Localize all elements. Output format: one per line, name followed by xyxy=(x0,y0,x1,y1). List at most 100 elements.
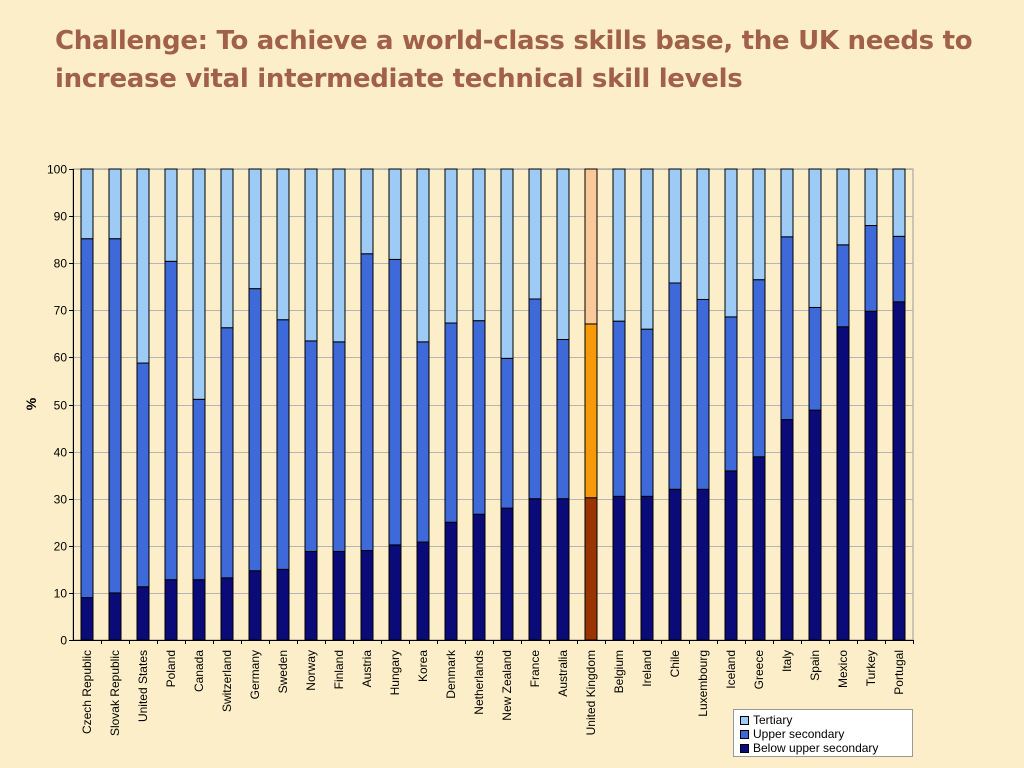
bar-sweden-upper-secondary xyxy=(276,319,290,570)
bar-denmark-tertiary xyxy=(444,168,458,324)
bar-greece-tertiary xyxy=(752,168,766,281)
bar-finland-upper-secondary xyxy=(332,341,346,552)
x-tick-label: United Kingdom xyxy=(584,650,598,735)
bar-luxembourg-tertiary xyxy=(696,168,710,300)
y-tick-label: 30 xyxy=(54,493,68,507)
bar-denmark-upper-secondary xyxy=(444,322,458,523)
bar-poland-below-upper-secondary xyxy=(164,579,178,641)
x-tick-label: United States xyxy=(136,650,150,722)
bar-slovak-republic-tertiary xyxy=(108,168,122,240)
bar-spain-tertiary xyxy=(808,168,822,308)
x-tick-label: Australia xyxy=(556,650,570,697)
x-tick-labels: Czech Republic Slovak Republic United Stat… xyxy=(80,649,906,736)
x-tick-label: Finland xyxy=(332,650,346,689)
bar-chile-tertiary xyxy=(668,168,682,284)
y-tick-label: 10 xyxy=(54,587,68,601)
bar-turkey-below-upper-secondary xyxy=(864,310,878,641)
legend-label-tertiary: Tertiary xyxy=(753,713,793,727)
legend-label-below-upper-secondary: Below upper secondary xyxy=(753,741,879,755)
bar-poland-tertiary xyxy=(164,168,178,262)
slide-title: Challenge: To achieve a world-class skil… xyxy=(55,26,973,94)
bar-norway-tertiary xyxy=(304,168,318,342)
bar-united-kingdom-tertiary xyxy=(584,168,598,325)
x-tick-label: Slovak Republic xyxy=(108,650,122,736)
x-tick-label: Canada xyxy=(192,650,206,692)
bar-denmark-below-upper-secondary xyxy=(444,521,458,641)
x-tick-label: Spain xyxy=(808,650,822,681)
x-tick-label: Netherlands xyxy=(472,650,486,715)
bar-spain-below-upper-secondary xyxy=(808,409,822,641)
x-tick-label: Chile xyxy=(668,650,682,678)
bar-australia-below-upper-secondary xyxy=(556,498,570,641)
bar-mexico-below-upper-secondary xyxy=(836,326,850,641)
bar-iceland-below-upper-secondary xyxy=(724,470,738,641)
bar-united-kingdom-upper-secondary xyxy=(584,323,598,499)
x-tick-label: Hungary xyxy=(388,650,402,695)
y-tick-label: 70 xyxy=(54,304,68,318)
bars xyxy=(80,168,906,641)
y-axis-title: % xyxy=(23,397,39,410)
bar-luxembourg-upper-secondary xyxy=(696,298,710,490)
x-tick-label: Poland xyxy=(164,650,178,687)
bar-austria-tertiary xyxy=(360,168,374,255)
y-tick-labels: 0 10 20 30 40 50 60 70 80 90 100 xyxy=(47,163,67,648)
bar-australia-tertiary xyxy=(556,168,570,341)
x-tick-label: France xyxy=(528,650,542,688)
bar-france-below-upper-secondary xyxy=(528,498,542,641)
bar-korea-upper-secondary xyxy=(416,341,430,543)
bar-portugal-below-upper-secondary xyxy=(892,301,906,641)
bar-new-zealand-upper-secondary xyxy=(500,357,514,509)
bar-ireland-below-upper-secondary xyxy=(640,495,654,641)
bar-italy-tertiary xyxy=(780,168,794,238)
y-tick-label: 20 xyxy=(54,540,68,554)
bar-united-states-upper-secondary xyxy=(136,362,150,588)
bar-slovak-republic-upper-secondary xyxy=(108,238,122,594)
bar-france-upper-secondary xyxy=(528,298,542,500)
x-tick-label: Norway xyxy=(304,650,318,691)
bar-mexico-tertiary xyxy=(836,168,850,246)
bar-switzerland-tertiary xyxy=(220,168,234,329)
x-tick-label: Iceland xyxy=(724,650,738,689)
bar-austria-below-upper-secondary xyxy=(360,550,374,641)
bar-united-states-below-upper-secondary xyxy=(136,586,150,641)
legend-swatch-upper-secondary xyxy=(740,729,749,739)
y-tick-label: 0 xyxy=(60,634,67,648)
bar-canada-tertiary xyxy=(192,168,206,400)
bar-hungary-tertiary xyxy=(388,168,402,260)
x-tick-label: Italy xyxy=(780,650,794,672)
bar-norway-below-upper-secondary xyxy=(304,550,318,641)
legend-swatch-tertiary xyxy=(740,715,749,725)
bar-belgium-upper-secondary xyxy=(612,320,626,497)
bar-united-states-tertiary xyxy=(136,168,150,364)
bar-luxembourg-below-upper-secondary xyxy=(696,488,710,641)
bar-norway-upper-secondary xyxy=(304,340,318,552)
bar-chile-below-upper-secondary xyxy=(668,488,682,641)
bar-greece-below-upper-secondary xyxy=(752,456,766,641)
bar-belgium-tertiary xyxy=(612,168,626,322)
bar-czech-republic-tertiary xyxy=(80,168,94,240)
chart-legend: Tertiary Upper secondary Below upper sec… xyxy=(733,709,913,757)
y-tick-label: 80 xyxy=(54,257,68,271)
bar-mexico-upper-secondary xyxy=(836,244,850,328)
bar-germany-upper-secondary xyxy=(248,288,262,572)
axes xyxy=(69,169,914,644)
bar-ireland-tertiary xyxy=(640,168,654,330)
bar-czech-republic-below-upper-secondary xyxy=(80,597,94,641)
bar-canada-below-upper-secondary xyxy=(192,579,206,641)
bar-switzerland-upper-secondary xyxy=(220,327,234,579)
legend-item-upper-secondary: Upper secondary xyxy=(740,727,912,741)
x-tick-label: Switzerland xyxy=(220,650,234,712)
bar-italy-upper-secondary xyxy=(780,236,794,421)
x-tick-label: Sweden xyxy=(276,650,290,693)
bar-portugal-tertiary xyxy=(892,168,906,237)
legend-label-upper-secondary: Upper secondary xyxy=(753,727,845,741)
bar-poland-upper-secondary xyxy=(164,260,178,581)
bar-new-zealand-tertiary xyxy=(500,168,514,359)
x-tick-label: Czech Republic xyxy=(80,650,94,734)
bar-canada-upper-secondary xyxy=(192,398,206,581)
bar-greece-upper-secondary xyxy=(752,279,766,458)
x-tick-label: Denmark xyxy=(444,649,458,699)
x-tick-label: Luxembourg xyxy=(696,650,710,717)
x-tick-label: Mexico xyxy=(836,650,850,688)
y-tick-label: 90 xyxy=(54,210,68,224)
